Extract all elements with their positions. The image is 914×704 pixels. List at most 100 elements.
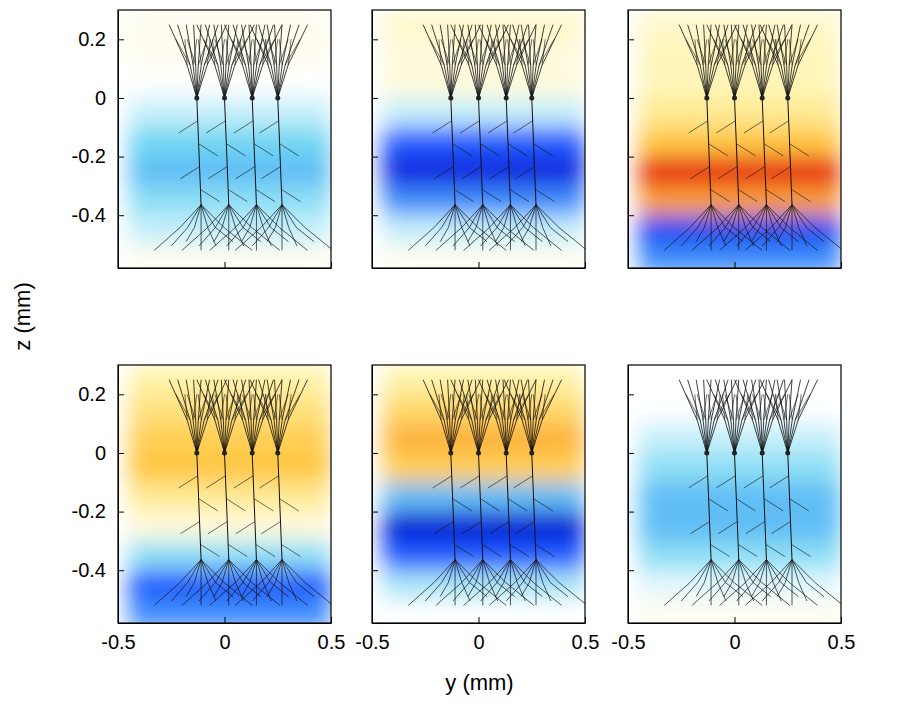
field-cell [383,186,585,215]
basal-dendrite [252,25,265,98]
apical-tuft [455,205,487,242]
basal-branch [708,394,711,420]
oblique-branch [769,476,788,488]
y-tick [372,512,378,513]
basal-dendrite [521,25,532,98]
y-axis-line [628,11,629,269]
neuron [720,25,818,251]
oblique-branch [736,144,755,156]
apical-trunk [735,98,739,205]
oblique-branch [709,144,728,156]
apical-tuft [681,560,711,601]
neuron [692,25,790,251]
basal-branch [533,39,536,65]
apical-tuft [496,560,511,597]
basal-branch [458,394,472,420]
apical-tuft [696,205,711,242]
apical-tuft [282,205,331,251]
basal-dendrite [432,380,451,453]
apical-tuft [483,560,515,597]
basal-dendrite [197,380,225,453]
apical-tuft [468,205,483,242]
plot-background [628,10,841,268]
field-cell [639,512,841,541]
basal-dendrite [451,25,479,98]
apical-tuft [282,205,283,251]
basal-dendrite [532,380,545,453]
basal-dendrite [178,380,197,453]
apical-tuft [227,205,257,246]
apical-tuft [235,205,282,251]
basal-branch [268,39,277,65]
apical-tuft [709,560,739,601]
y-tick-mark [628,157,634,158]
y-tick [628,512,634,513]
apical-trunk [479,98,483,205]
apical-tuft [186,560,201,597]
apical-tuft [182,560,229,606]
apical-trunk [506,453,510,560]
basal-dendrite [252,25,282,98]
apical-tuft [506,205,536,246]
basal-dendrite [769,380,788,453]
oblique-branch [256,189,275,201]
oblique-branch [206,476,225,488]
apical-tuft [455,560,487,597]
x-tick-label: 0 [473,631,484,653]
x-tick-mark [479,617,480,623]
basal-branch [714,39,728,65]
apical-tuft [235,560,282,606]
basal-dendrite [504,380,532,453]
basal-branch [533,394,536,420]
field-cell [383,512,585,541]
frame [118,10,331,268]
apical-trunk [532,453,536,560]
oblique-branch [718,522,737,534]
field-cell [639,215,841,244]
y-tick [628,215,634,216]
oblique-branch [791,189,810,201]
field-cell [129,10,331,39]
apical-trunk [707,453,711,560]
apical-trunk [762,98,766,205]
y-tick-mark [118,157,124,158]
neuron [436,380,534,606]
panel: -0.500.5-0.4-0.200.2 [72,365,346,653]
x-axis: -0.500.5 [355,617,599,653]
basal-branch [539,394,554,420]
apical-tuft [777,560,792,597]
basal-branch [441,394,450,420]
field-cell [129,365,331,394]
y-axis-line [372,11,373,269]
field-cell [129,394,331,423]
apical-trunk [252,98,256,205]
apical-tuft [199,560,229,601]
basal-dendrite [194,380,197,453]
field-cell [383,10,585,39]
y-tick-mark [118,570,124,571]
basal-dendrite [278,25,291,98]
basal-dendrite [194,25,197,98]
apical-tuft [745,205,792,251]
y-axis-line [372,366,373,624]
basal-dendrite [250,380,278,453]
apical-tuft [154,205,201,251]
oblique-branch [254,144,273,156]
oblique-branch [261,167,280,179]
neurons [154,380,331,606]
apical-tuft [792,560,841,606]
oblique-branch [259,476,278,488]
field-cell [639,453,841,482]
basal-dendrite [440,25,451,98]
apical-tuft [256,205,257,251]
y-tick-label: 0 [95,442,106,464]
oblique-branch [236,167,255,179]
oblique-branch [280,499,299,511]
field-cell [383,453,585,482]
y-axis [628,366,634,624]
soma [504,95,509,100]
apical-tuft [468,560,483,597]
basal-dendrite [506,380,519,453]
basal-branch [697,39,706,65]
field-cell [383,600,585,623]
